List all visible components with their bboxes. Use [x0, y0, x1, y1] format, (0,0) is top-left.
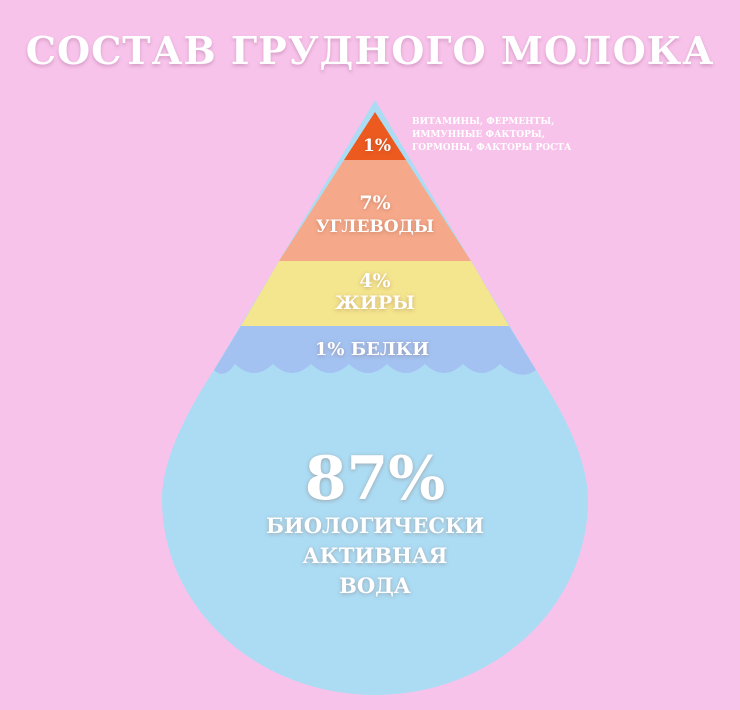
water-label-line-2: АКТИВНАЯ — [303, 543, 448, 568]
fats-layer — [241, 261, 509, 326]
tip-layer — [344, 112, 406, 160]
tip-note-line-2: ИММУННЫЕ ФАКТОРЫ, — [412, 130, 545, 140]
fats-label: ЖИРЫ — [335, 292, 415, 314]
tip-percent: 1% — [363, 136, 391, 156]
carbs-layer — [279, 160, 471, 261]
tip-note-line-3: ГОРМОНЫ, ФАКТОРЫ РОСТА — [412, 143, 572, 153]
water-label-line-3: ВОДА — [339, 573, 411, 598]
carbs-label: УГЛЕВОДЫ — [316, 217, 434, 237]
proteins-label: 1% БЕЛКИ — [315, 339, 429, 360]
water-label-line-1: БИОЛОГИЧЕСКИ — [266, 513, 484, 538]
tip-note-line-1: ВИТАМИНЫ, ФЕРМЕНТЫ, — [412, 117, 554, 127]
carbs-percent: 7% — [359, 192, 390, 214]
fats-percent: 4% — [359, 270, 390, 292]
proteins-layer — [214, 326, 536, 375]
water-percent: 87% — [305, 444, 446, 514]
page-title: СОСТАВ ГРУДНОГО МОЛОКА — [25, 28, 715, 73]
water-drop — [162, 100, 588, 695]
